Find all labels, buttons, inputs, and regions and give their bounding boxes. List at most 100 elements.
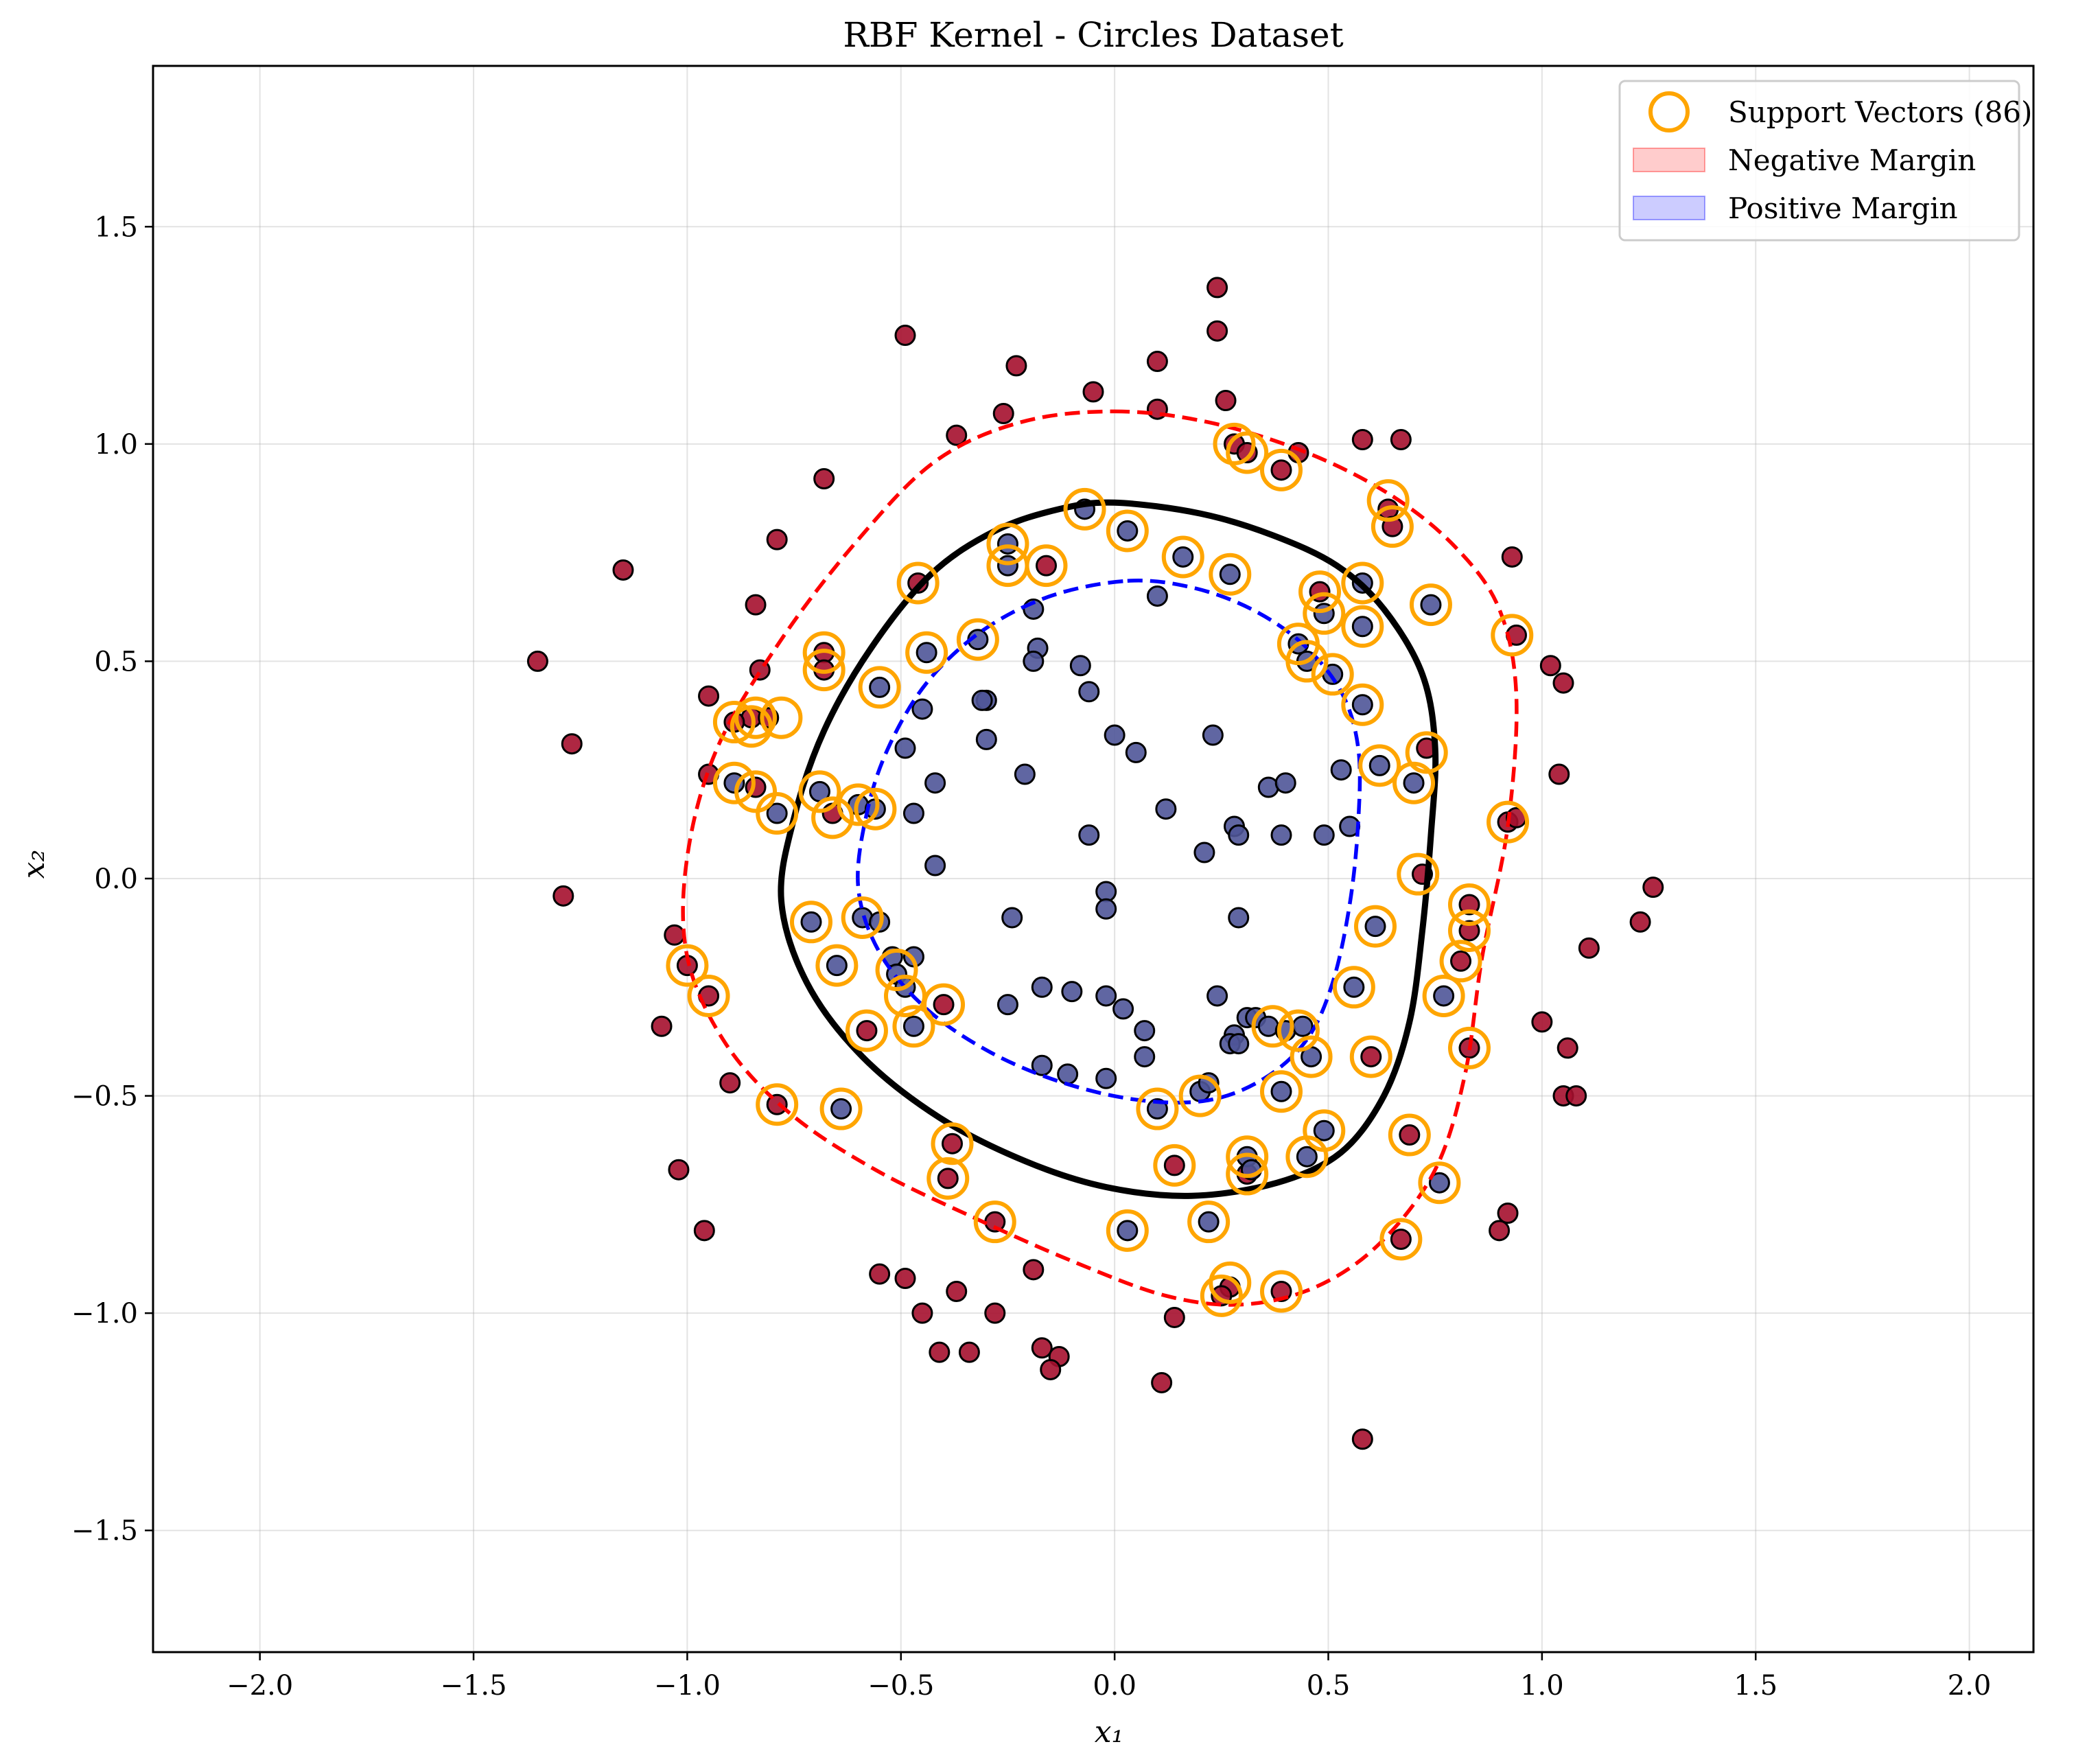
inner-class-point: [723, 772, 745, 794]
y-tick-label: −1.5: [71, 1516, 138, 1547]
support-vector-ring: [905, 631, 948, 674]
inner-class-point: [1313, 824, 1335, 846]
inner-class-point: [1198, 1211, 1220, 1233]
support-vector-ring: [956, 618, 999, 661]
support-vector-ring: [811, 796, 854, 839]
support-vector-ring: [760, 696, 803, 739]
inner-class-point: [1069, 655, 1091, 677]
inner-class-point: [1219, 564, 1241, 585]
outer-class-point: [526, 650, 548, 672]
support-vector-ring: [896, 561, 940, 605]
plot-frame: [152, 65, 2035, 1653]
inner-class-point: [1104, 724, 1126, 746]
outer-class-point: [1163, 1154, 1185, 1176]
inner-class-point: [1428, 1172, 1450, 1194]
inner-class-point: [924, 772, 946, 794]
decision-boundary-line: [778, 499, 1439, 1199]
inner-class-point: [911, 698, 933, 720]
support-vector-ring: [1298, 570, 1342, 614]
inner-class-point: [1193, 842, 1215, 863]
legend-positive-margin-label: Positive Margin: [1728, 192, 1958, 225]
outer-class-point: [1390, 429, 1412, 451]
y-tick-label: −0.5: [71, 1081, 138, 1113]
inner-class-point: [902, 802, 924, 824]
support-vector-ring: [1187, 1200, 1231, 1244]
x-axis-label: x₁: [1095, 1715, 1123, 1750]
support-vector-ring: [1136, 1087, 1179, 1130]
inner-class-point: [1146, 1098, 1168, 1120]
inner-class-point: [1270, 1080, 1292, 1102]
support-vector-ring: [1285, 640, 1329, 683]
outer-class-point: [1642, 877, 1664, 898]
inner-class-point: [1117, 520, 1139, 542]
y-tick-label: 0.5: [94, 646, 138, 677]
outer-class-point: [1450, 950, 1472, 972]
support-vector-ring: [1290, 1035, 1333, 1078]
inner-class-point: [971, 689, 993, 711]
support-vector-ring: [1226, 1135, 1269, 1179]
outer-class-point: [1539, 655, 1561, 677]
support-vector-ring: [712, 761, 756, 804]
support-vector-ring: [845, 1009, 888, 1052]
support-vector-ring: [802, 649, 846, 692]
inner-class-point: [975, 728, 997, 750]
inner-class-point: [1031, 1054, 1053, 1076]
support-vector-ring: [1226, 431, 1269, 474]
support-vector-ring: [1341, 605, 1384, 648]
support-vector-ring: [931, 1122, 974, 1165]
outer-class-point: [1578, 937, 1600, 959]
support-vector-ring: [837, 783, 880, 826]
legend-negative-margin-label: Negative Margin: [1728, 143, 1976, 177]
legend: Support Vectors (86) Negative Margin Pos…: [1618, 80, 2032, 242]
outer-class-point: [813, 467, 835, 489]
outer-class-point: [766, 1093, 788, 1115]
support-vector-ring: [1418, 1161, 1461, 1205]
legend-support-vector-marker: [1648, 91, 1690, 132]
y-tick-label: 1.0: [94, 429, 138, 461]
y-tick-label: 0.0: [94, 863, 138, 895]
y-axis-label: x₂: [16, 850, 51, 879]
support-vector-ring: [756, 792, 799, 835]
support-vector-ring: [1161, 535, 1204, 579]
support-vector-ring: [1251, 1005, 1294, 1048]
inner-class-point: [894, 737, 916, 759]
x-tick-label: −1.0: [654, 1670, 721, 1702]
outer-class-point: [612, 559, 634, 581]
outer-class-point: [1531, 1011, 1553, 1033]
chart-title: RBF Kernel - Circles Dataset: [843, 15, 1343, 55]
outer-class-point: [958, 1341, 980, 1363]
support-vector-ring: [1106, 1209, 1149, 1252]
outer-class-point: [1206, 320, 1228, 342]
inner-class-point: [1095, 881, 1117, 903]
outer-class-point: [1351, 1428, 1373, 1450]
x-tick-label: 0.0: [1093, 1670, 1136, 1702]
inner-class-point: [924, 855, 946, 877]
inner-class-point: [1172, 546, 1194, 568]
support-vector-ring: [1341, 683, 1384, 726]
support-vector-ring: [712, 701, 756, 744]
outer-class-point: [942, 1133, 963, 1154]
inner-class-point: [996, 994, 1018, 1016]
x-tick-label: 1.0: [1520, 1670, 1564, 1702]
support-vector-ring: [1063, 487, 1106, 531]
inner-class-point: [1364, 916, 1386, 938]
outer-class-point: [651, 1015, 673, 1037]
outer-class-point: [1458, 894, 1480, 916]
inner-class-point: [1095, 1067, 1117, 1089]
inner-class-point: [1330, 759, 1352, 781]
inner-class-point: [1228, 824, 1250, 846]
inner-class-point: [1112, 998, 1134, 1020]
support-vector-ring: [1448, 883, 1491, 926]
support-vector-ring: [1025, 544, 1068, 588]
inner-class-point: [1134, 1046, 1156, 1068]
support-vector-ring: [922, 983, 966, 1026]
support-vector-ring: [854, 787, 897, 831]
grid: [153, 66, 2033, 1652]
inner-class-point: [1368, 754, 1390, 776]
legend-support-vectors-label: Support Vectors (86): [1728, 95, 2032, 129]
outer-class-point: [719, 1072, 741, 1094]
inner-class-point: [1078, 681, 1100, 703]
inner-class-point: [1078, 824, 1100, 846]
support-vector-ring: [687, 974, 730, 1017]
support-vector-ring: [1209, 1261, 1252, 1304]
